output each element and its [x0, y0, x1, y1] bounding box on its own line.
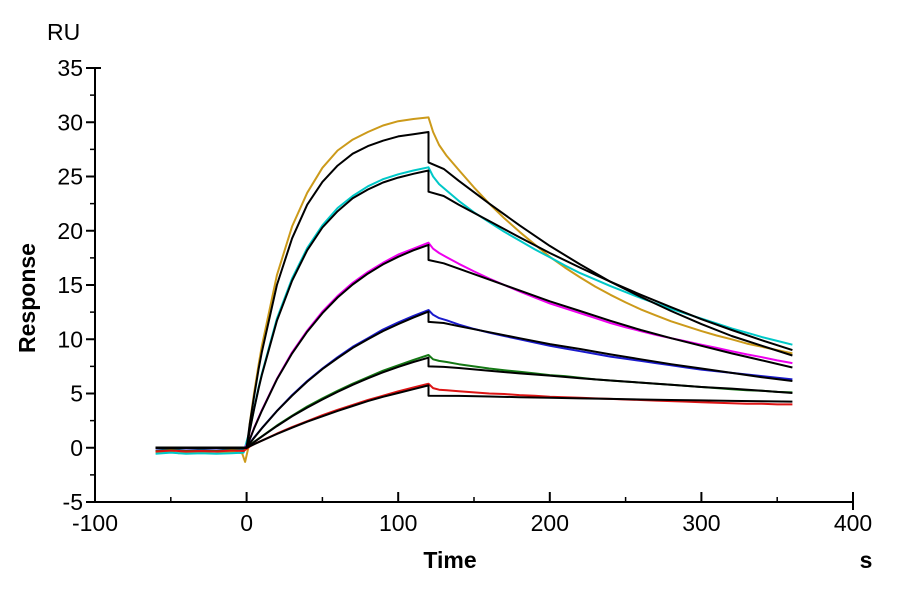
- curve-fit-1-gold: [155, 131, 793, 449]
- y-tick-label: 15: [57, 272, 83, 298]
- y-tick-label: 10: [57, 326, 83, 352]
- y-tick-label: 25: [57, 164, 83, 190]
- x-tick-label: 300: [682, 510, 720, 536]
- curve-fit-6-red: [155, 384, 793, 449]
- x-tick-label: 100: [379, 510, 417, 536]
- curve-fit-2-cyan: [155, 169, 793, 449]
- curve-fit-4-blue: [155, 310, 793, 449]
- x-tick-label: 400: [834, 510, 872, 536]
- x-unit-label: s: [860, 547, 873, 573]
- y-unit-label: RU: [47, 19, 80, 45]
- y-tick-label: 30: [57, 109, 83, 135]
- x-axis-title: Time: [423, 547, 476, 573]
- y-tick-label: 5: [70, 381, 83, 407]
- axes: [86, 67, 854, 510]
- y-tick-label: 0: [70, 435, 83, 461]
- x-tick-label: 200: [531, 510, 569, 536]
- curve-trace-4-blue: [155, 309, 793, 452]
- x-tick-label: -100: [72, 510, 118, 536]
- curve-trace-1-gold: [155, 116, 793, 463]
- x-tick-label: 0: [240, 510, 253, 536]
- y-tick-label: 20: [57, 218, 83, 244]
- curve-fit-5-green: [155, 356, 793, 449]
- curve-fit-3-magenta: [155, 243, 793, 449]
- tick-labels: -5 0 5 10 15 20 25 30 35 -100 0 100 200 300 400: [57, 55, 872, 536]
- data-series: [155, 116, 793, 463]
- y-tick-label: 35: [57, 55, 83, 81]
- y-tick-label: -5: [63, 489, 83, 515]
- y-axis-title: Response: [14, 243, 40, 353]
